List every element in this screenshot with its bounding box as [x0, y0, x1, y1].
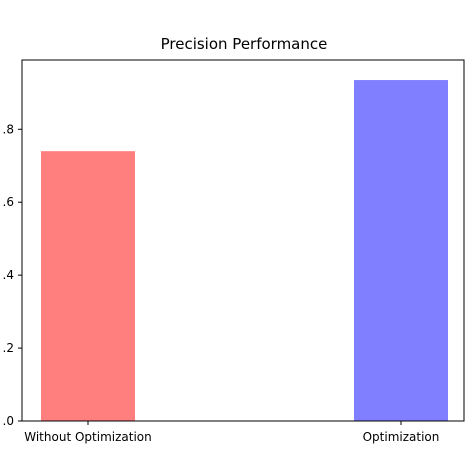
- chart-title: Precision Performance: [161, 35, 328, 53]
- y-tick-label: .0: [3, 414, 14, 428]
- x-tick-label: Optimization: [363, 430, 440, 444]
- bar-without-optimization: [41, 151, 135, 421]
- x-tick-label: Without Optimization: [24, 430, 151, 444]
- plot-frame: [21, 59, 465, 422]
- y-tick-label: .8: [3, 122, 14, 136]
- bars-layer: [41, 80, 448, 422]
- y-tick-label: .4: [3, 268, 14, 282]
- bar-optimization: [354, 80, 448, 422]
- y-tick-label: .6: [3, 195, 14, 209]
- y-axis: .0 .2 .4 .6 .8: [3, 122, 22, 428]
- y-tick-label: .2: [3, 341, 14, 355]
- x-axis: Without Optimization Optimization: [24, 421, 439, 444]
